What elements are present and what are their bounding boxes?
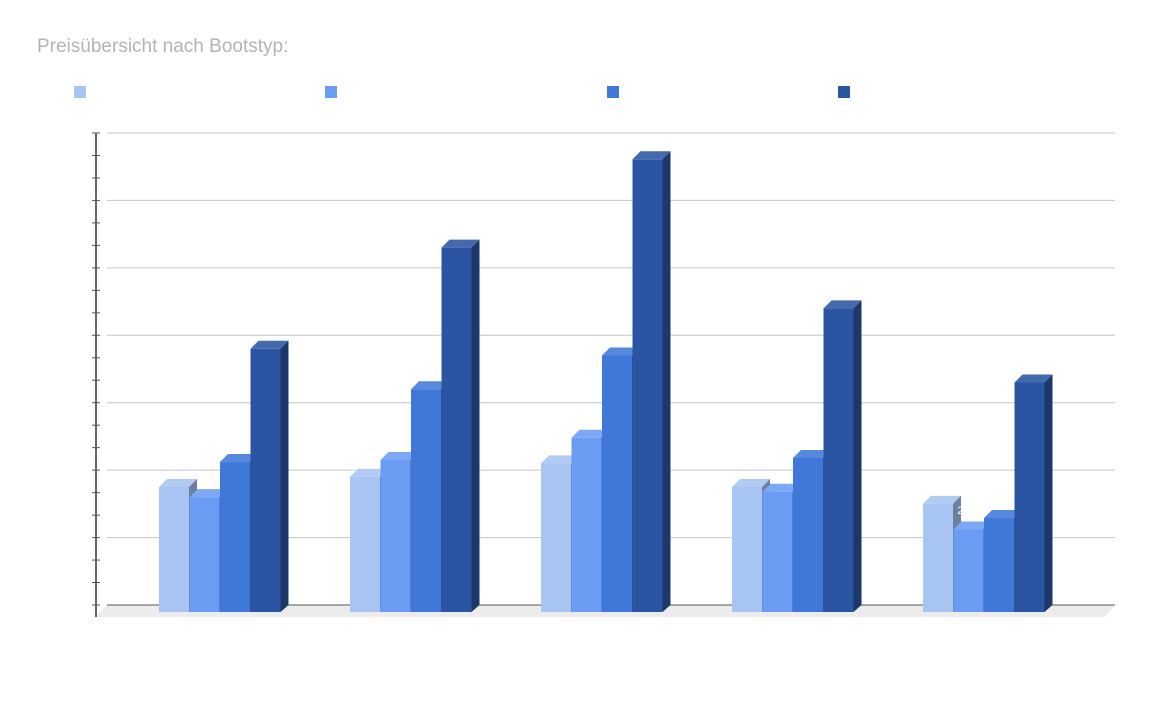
bar-top	[250, 340, 289, 349]
bar-top	[350, 468, 388, 477]
bar-top	[602, 347, 640, 356]
bar-front	[411, 389, 441, 612]
legend-swatch-3	[607, 86, 619, 98]
bar-top	[159, 479, 197, 487]
bar-top	[411, 381, 449, 390]
bar-front	[541, 463, 571, 612]
bar	[823, 300, 862, 612]
bar-front	[793, 458, 823, 612]
bar-front	[159, 487, 189, 612]
bar-front	[1014, 382, 1045, 612]
bar-side	[471, 239, 480, 612]
bar-front	[632, 159, 663, 612]
bar	[441, 239, 480, 612]
bar-front	[984, 518, 1014, 612]
bar-front	[923, 503, 953, 612]
bar-side	[853, 300, 862, 612]
bar-front	[602, 355, 632, 612]
bar-top	[571, 429, 610, 438]
bar	[250, 340, 289, 612]
bar-front	[441, 247, 472, 612]
bar-top	[189, 489, 228, 498]
bar-top	[632, 151, 671, 160]
bar-front	[380, 460, 411, 612]
bar-top	[541, 455, 579, 464]
bar-front	[350, 476, 380, 612]
legend-swatch-4	[838, 86, 850, 98]
bar-side	[662, 151, 671, 612]
bar	[1014, 374, 1053, 612]
chart-title: Preisübersicht nach Bootstyp:	[37, 36, 289, 57]
bar-top	[762, 483, 801, 492]
bar-front	[953, 529, 984, 612]
legend-swatch-1	[74, 86, 86, 98]
bar-top	[793, 450, 831, 459]
bar-front	[189, 497, 220, 612]
bar-top	[984, 510, 1022, 519]
data-label: 2.1	[957, 505, 972, 517]
bar-front	[732, 487, 762, 612]
bar-front	[250, 348, 281, 612]
bar-top	[1014, 374, 1053, 383]
bar-top	[823, 300, 862, 309]
bar-front	[762, 491, 793, 612]
bar-front	[571, 437, 602, 612]
bar-top	[732, 479, 770, 487]
bar-top	[953, 521, 992, 530]
bar-top	[441, 239, 480, 248]
bar-side	[280, 340, 289, 612]
bar-front	[823, 308, 854, 612]
bar-top	[220, 454, 258, 463]
bar	[632, 151, 671, 612]
legend-swatch-2	[325, 86, 337, 98]
bar-top	[380, 452, 419, 461]
bar-top	[923, 495, 961, 504]
bar-front	[220, 462, 250, 612]
bar-side	[1044, 374, 1053, 612]
